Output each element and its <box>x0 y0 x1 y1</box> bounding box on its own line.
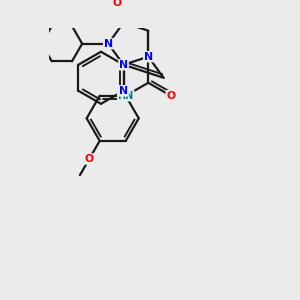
Text: N: N <box>119 60 128 70</box>
Text: O: O <box>112 0 122 8</box>
Text: N: N <box>144 52 153 62</box>
Text: O: O <box>166 91 176 101</box>
Text: HN: HN <box>118 91 134 101</box>
Text: O: O <box>85 154 94 164</box>
Text: N: N <box>103 39 113 49</box>
Text: N: N <box>119 86 128 96</box>
